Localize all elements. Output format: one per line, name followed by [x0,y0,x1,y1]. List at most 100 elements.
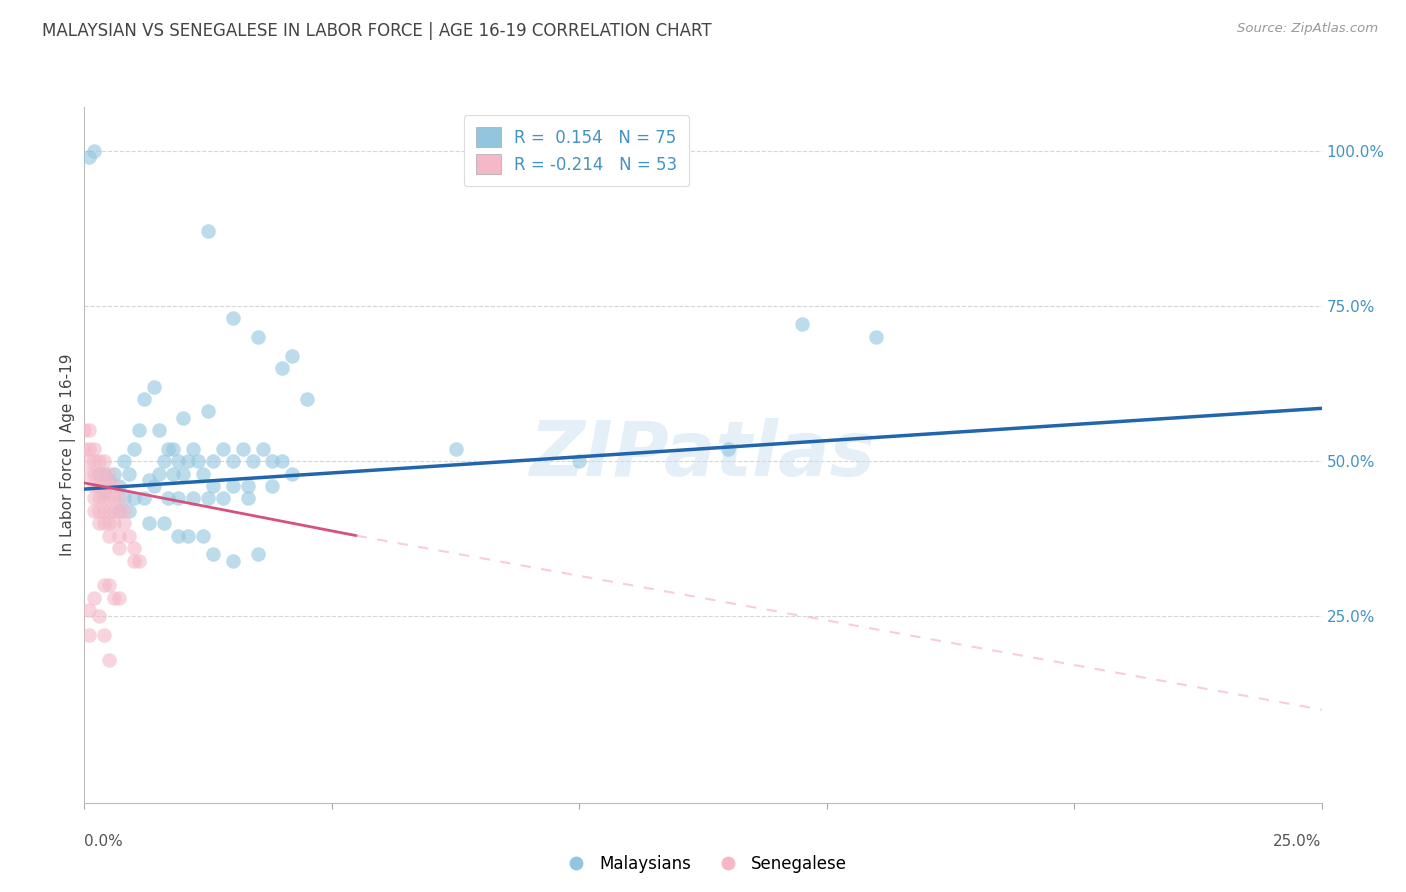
Point [98,516,121,531]
Point [181,491,204,506]
Point [202,454,225,468]
Point [98,578,121,592]
Point [93,467,115,481]
Point [242,454,264,468]
Point [108,504,131,518]
Point [89,609,111,624]
Point [717,442,740,456]
Point [103,504,125,518]
Point [172,410,194,425]
Point [112,504,135,518]
Point [444,442,467,456]
Point [138,516,160,531]
Point [93,516,115,531]
Point [108,479,131,493]
Point [103,516,125,531]
Point [152,454,174,468]
Point [167,529,190,543]
Point [103,479,125,493]
Point [246,547,269,561]
Point [89,516,111,531]
Point [122,442,145,456]
Point [790,318,813,332]
Point [262,454,284,468]
Point [98,504,121,518]
Point [79,423,101,437]
Point [172,467,194,481]
Point [93,454,115,468]
Point [112,491,135,506]
Point [167,454,190,468]
Point [83,491,105,506]
Point [83,467,105,481]
Point [212,442,235,456]
Point [271,361,294,376]
Point [197,404,219,418]
Point [222,454,245,468]
Point [167,491,190,506]
Point [89,491,111,506]
Point [89,504,111,518]
Point [83,442,105,456]
Point [98,473,121,487]
Point [132,392,155,406]
Point [118,504,141,518]
Point [865,330,887,344]
Point [118,467,141,481]
Point [108,541,131,555]
Point [79,603,101,617]
Point [79,442,101,456]
Point [108,529,131,543]
Point [83,504,105,518]
Y-axis label: In Labor Force | Age 16-19: In Labor Force | Age 16-19 [60,353,76,557]
Point [79,454,101,468]
Point [108,504,131,518]
Point [246,330,269,344]
Point [79,628,101,642]
Point [222,553,245,567]
Point [281,467,304,481]
Point [108,591,131,605]
Point [93,578,115,592]
Point [122,491,145,506]
Point [89,467,111,481]
Point [83,479,105,493]
Point [89,467,111,481]
Point [98,653,121,667]
Point [79,150,101,164]
Point [103,491,125,506]
Point [98,529,121,543]
Point [191,467,214,481]
Text: 0.0%: 0.0% [84,834,124,849]
Point [271,454,294,468]
Point [202,479,225,493]
Point [93,491,115,506]
Point [197,491,219,506]
Point [122,541,145,555]
Point [128,553,150,567]
Point [108,491,131,506]
Point [112,454,135,468]
Point [236,491,259,506]
Point [103,467,125,481]
Point [181,442,204,456]
Point [83,144,105,158]
Point [222,311,245,326]
Point [157,491,180,506]
Text: ZIPatlas: ZIPatlas [530,418,876,491]
Point [142,479,165,493]
Point [93,628,115,642]
Text: Source: ZipAtlas.com: Source: ZipAtlas.com [1237,22,1378,36]
Point [98,467,121,481]
Point [191,529,214,543]
Point [222,479,245,493]
Point [212,491,235,506]
Point [73,423,96,437]
Point [93,479,115,493]
Point [93,485,115,500]
Point [236,479,259,493]
Point [83,591,105,605]
Point [132,491,155,506]
Point [177,454,200,468]
Point [162,467,184,481]
